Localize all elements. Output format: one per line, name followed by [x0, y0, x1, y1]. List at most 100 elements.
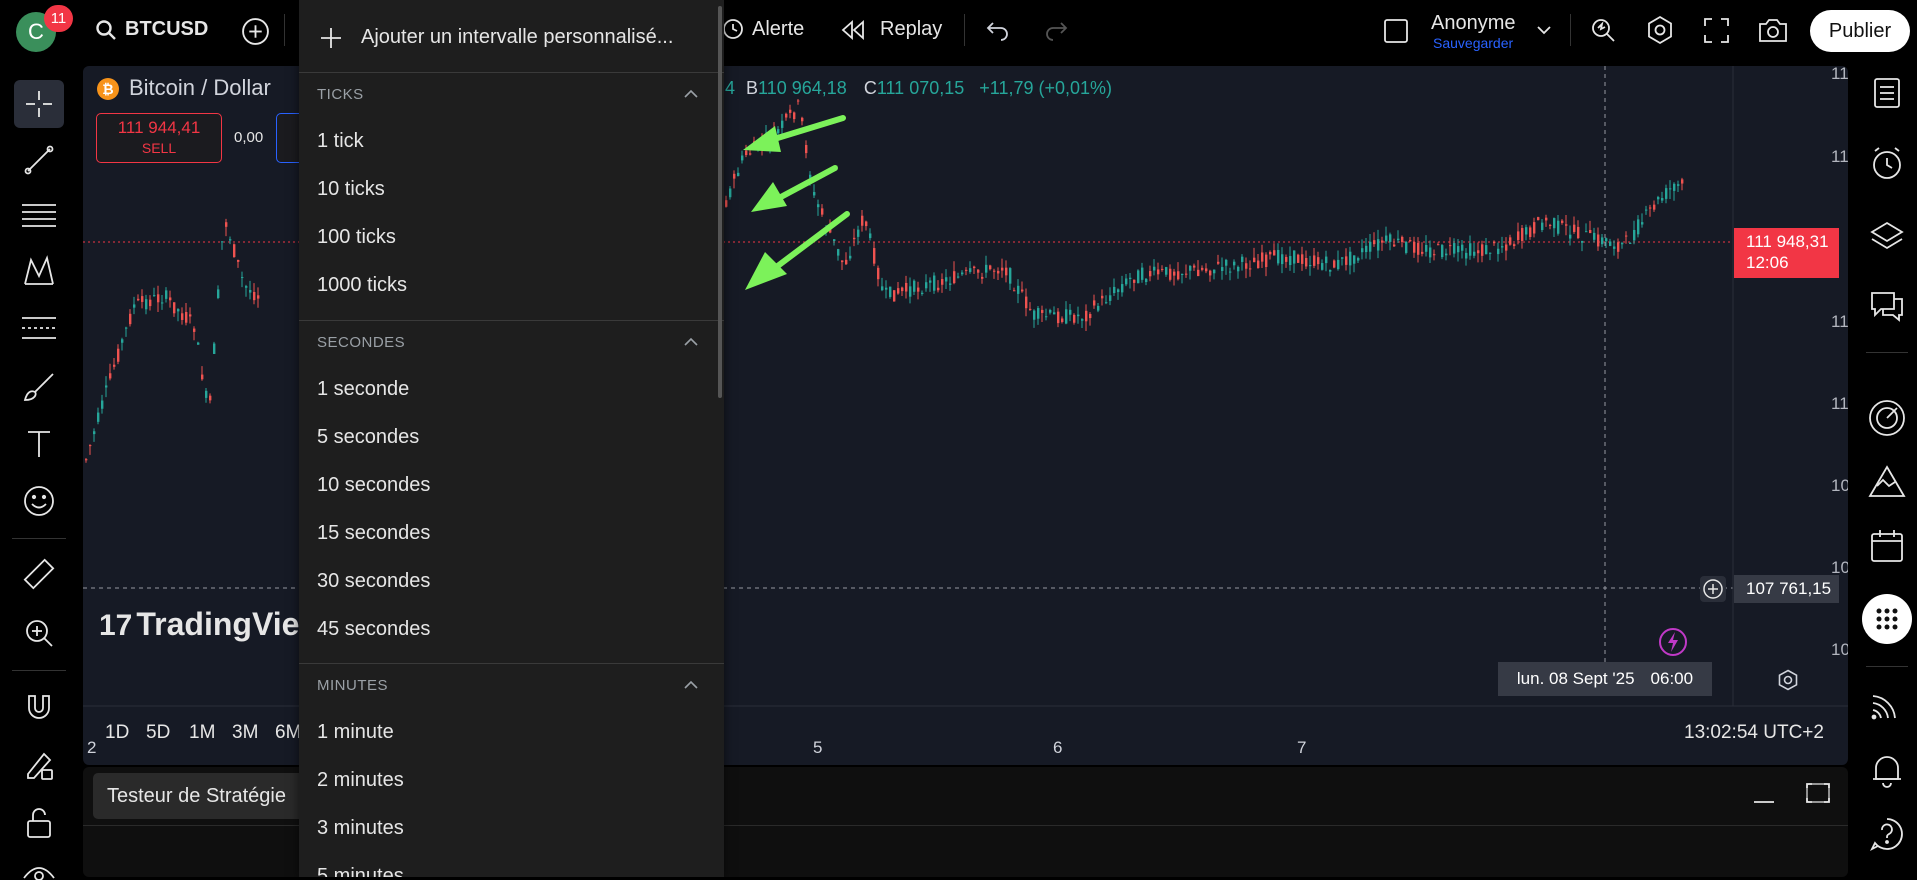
maximize-panel-icon[interactable] [1805, 781, 1831, 805]
target-icon[interactable] [1867, 398, 1907, 438]
range-1m[interactable]: 1M [189, 722, 216, 743]
fib-icon[interactable] [20, 200, 58, 232]
text-icon[interactable] [24, 428, 54, 460]
save-link[interactable]: Sauvegarder [1433, 35, 1514, 51]
tradingview-watermark: 17 TradingVie [99, 606, 299, 643]
minimize-panel-icon[interactable] [1753, 794, 1775, 804]
candle-body [1337, 259, 1340, 270]
lock-drawing-icon[interactable] [22, 748, 56, 782]
interval-option[interactable]: 1 minute [317, 721, 394, 743]
axis-settings-icon[interactable] [1777, 669, 1799, 691]
add-custom-interval-button[interactable]: Ajouter un intervalle personnalisé... [299, 0, 724, 72]
section-header-minutes[interactable]: MINUTES [317, 677, 388, 694]
notification-badge: 11 [44, 5, 73, 32]
candle-body [1205, 268, 1208, 272]
dropdown-scrollbar[interactable] [718, 6, 722, 398]
interval-dropdown[interactable]: Ajouter un intervalle personnalisé... TI… [299, 0, 724, 877]
symbol-search-button[interactable]: BTCUSD [125, 18, 209, 40]
candle-body [1617, 242, 1620, 252]
chevron-up-icon[interactable] [683, 89, 699, 99]
lightning-icon[interactable] [1657, 626, 1689, 658]
interval-option[interactable]: 5 minutes [317, 865, 404, 877]
zoom-icon[interactable] [22, 616, 56, 650]
layers-icon[interactable] [1869, 220, 1905, 252]
add-custom-interval-label: Ajouter un intervalle personnalisé... [361, 26, 674, 48]
candle-body [1125, 278, 1128, 285]
ruler-icon[interactable] [21, 556, 57, 592]
chevron-down-icon[interactable] [1536, 24, 1552, 36]
fullscreen-icon[interactable] [1703, 17, 1730, 44]
undo-icon[interactable] [985, 18, 1011, 42]
chat-icon[interactable] [1869, 288, 1905, 324]
interval-option[interactable]: 5 secondes [317, 426, 420, 448]
prediction-icon[interactable] [20, 312, 58, 344]
interval-option[interactable]: 15 secondes [317, 522, 431, 544]
candle-body [1525, 227, 1528, 235]
candle-body [905, 282, 908, 292]
range-5d[interactable]: 5D [146, 722, 171, 743]
section-header-seconds[interactable]: SECONDES [317, 334, 406, 351]
pattern-icon[interactable] [21, 254, 57, 290]
watchlist-icon[interactable] [1871, 76, 1903, 110]
search-icon[interactable] [94, 18, 118, 42]
interval-option[interactable]: 1 seconde [317, 378, 410, 400]
brush-icon[interactable] [21, 370, 57, 404]
crosshair-tool-button[interactable] [14, 80, 64, 128]
sell-button[interactable]: 111 944,41 SELL [96, 113, 222, 163]
candle-body [745, 150, 748, 156]
publish-button[interactable]: Publier [1810, 10, 1910, 52]
candle-body [185, 312, 188, 323]
quick-search-icon[interactable] [1588, 15, 1618, 45]
trendline-icon[interactable] [22, 143, 56, 177]
range-1d[interactable]: 1D [105, 722, 130, 743]
signal-icon[interactable] [1869, 686, 1905, 722]
replay-button[interactable]: Replay [880, 18, 943, 40]
interval-option[interactable]: 10 secondes [317, 474, 431, 496]
replay-icon[interactable] [840, 18, 866, 42]
candle-body [1677, 184, 1680, 186]
apps-grid-button[interactable] [1862, 594, 1912, 644]
interval-option[interactable]: 1 tick [317, 130, 364, 152]
interval-option[interactable]: 30 secondes [317, 570, 431, 592]
layout-square-icon[interactable] [1382, 17, 1410, 45]
chevron-up-icon[interactable] [683, 337, 699, 347]
calendar-icon[interactable] [1869, 528, 1905, 564]
magnet-icon[interactable] [22, 690, 56, 724]
right-sidebar [1856, 62, 1917, 877]
interval-option[interactable]: 10 ticks [317, 178, 385, 200]
user-name[interactable]: Anonyme [1431, 12, 1516, 34]
add-symbol-icon[interactable] [241, 17, 270, 46]
emoji-icon[interactable] [22, 484, 56, 518]
range-3m[interactable]: 3M [232, 722, 259, 743]
candle-body [961, 272, 964, 275]
candle-body [1669, 188, 1672, 190]
range-6m[interactable]: 6M [275, 722, 302, 743]
settings-gear-icon[interactable] [1645, 15, 1675, 45]
add-alert-plus-icon[interactable] [1700, 576, 1726, 602]
strategy-tester-tab[interactable]: Testeur de Stratégie [93, 773, 313, 819]
candle-body [1405, 241, 1408, 253]
camera-icon[interactable] [1757, 16, 1789, 44]
candle-body [957, 276, 960, 278]
interval-option[interactable]: 45 secondes [317, 618, 431, 640]
candle-body [1581, 240, 1584, 243]
interval-option[interactable]: 2 minutes [317, 769, 404, 791]
alert-button[interactable]: Alerte [752, 18, 805, 40]
section-header-ticks[interactable]: TICKS [317, 86, 364, 103]
unlock-icon[interactable] [24, 806, 54, 840]
notifications-icon[interactable] [1870, 752, 1904, 788]
interval-option[interactable]: 3 minutes [317, 817, 404, 839]
ideas-icon[interactable] [1867, 464, 1907, 500]
alert-icon[interactable] [718, 16, 746, 44]
interval-option[interactable]: 100 ticks [317, 226, 396, 248]
eye-icon[interactable] [22, 860, 56, 880]
chevron-up-icon[interactable] [683, 680, 699, 690]
candle-body [1297, 254, 1300, 263]
pair-name[interactable]: Bitcoin / Dollar [129, 75, 271, 100]
candle-body [1585, 231, 1588, 233]
help-icon[interactable] [1869, 816, 1905, 852]
redo-icon[interactable] [1043, 18, 1069, 42]
clock[interactable]: 13:02:54 UTC+2 [1684, 722, 1824, 743]
interval-option[interactable]: 1000 ticks [317, 274, 408, 296]
alerts-clock-icon[interactable] [1869, 146, 1905, 182]
